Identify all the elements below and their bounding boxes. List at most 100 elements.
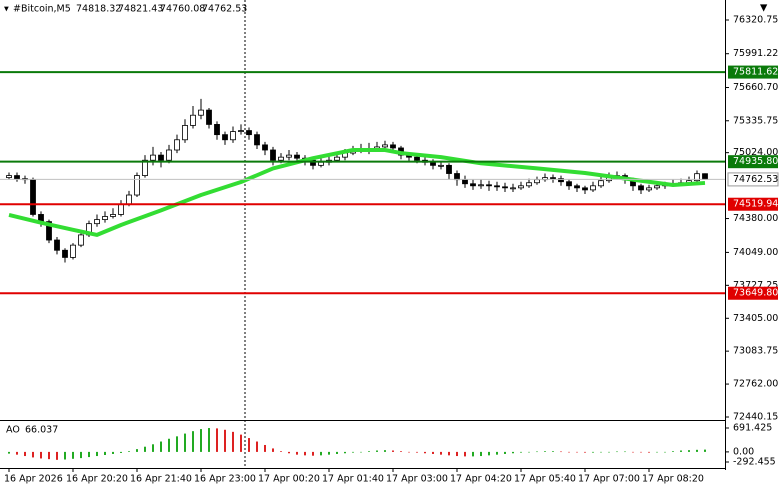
ao-bar [296, 451, 298, 455]
candle-body [494, 185, 500, 188]
ao-bar [560, 451, 562, 453]
candle-body [70, 244, 76, 258]
ao-bar [680, 450, 682, 452]
candle-body [486, 184, 492, 187]
candle-body [270, 149, 276, 161]
candle-body [134, 175, 140, 196]
ao-bar [688, 450, 690, 452]
candle-body [126, 194, 132, 205]
y-tick-label: 75024.00 [733, 147, 778, 158]
header-low: 74760.08 [160, 4, 205, 15]
ao-bar [24, 451, 26, 457]
ao-bar [536, 451, 538, 453]
ao-bar [184, 433, 186, 452]
candle-body [94, 219, 100, 225]
ao-bar [568, 451, 570, 453]
ao-bar [424, 451, 426, 454]
candle-body [158, 154, 164, 161]
candle-body [182, 125, 188, 141]
candle-body [534, 179, 540, 184]
ao-bar [704, 449, 706, 452]
candle-body [62, 249, 68, 258]
ao-bar [512, 451, 514, 454]
candle-body [550, 177, 556, 180]
y-tick-label: 75991.22 [733, 48, 778, 59]
ao-bar [640, 451, 642, 453]
candle-body [214, 124, 220, 136]
x-tick-label: 17 Apr 05:40 [514, 474, 576, 485]
symbol: #Bitcoin,M5 [13, 4, 71, 15]
candle-body [430, 161, 436, 166]
ao-bar [248, 438, 250, 452]
ao-bar [152, 444, 154, 452]
ao-tick-label: 691.425 [733, 423, 772, 434]
ao-bar [120, 451, 122, 453]
header-high: 74821.43 [118, 4, 163, 15]
level-label-box [728, 197, 778, 211]
ao-bar [504, 451, 506, 454]
ao-bar [672, 451, 674, 452]
x-tick-label: 17 Apr 04:20 [450, 474, 512, 485]
y-tick-label: 73083.75 [733, 346, 778, 357]
x-tick-label: 16 Apr 21:40 [130, 474, 192, 485]
ao-bar [32, 451, 34, 458]
ao-bar [408, 451, 410, 453]
level-label-box [728, 65, 778, 79]
ao-bar [216, 428, 218, 452]
ao-bar [632, 451, 634, 453]
ao-bar [8, 451, 10, 454]
candle-body [446, 164, 452, 174]
ao-bar [48, 451, 50, 460]
candle-body [206, 109, 212, 125]
candle-body [6, 175, 12, 179]
menu-arrow[interactable]: ▼ [760, 3, 768, 14]
y-tick-label: 75335.75 [733, 115, 778, 126]
x-tick-label: 17 Apr 07:00 [578, 474, 640, 485]
ao-bar [200, 429, 202, 452]
ao-bar [64, 451, 66, 460]
ao-bar [144, 446, 146, 452]
ao-bar [240, 434, 242, 452]
ao-bar [56, 451, 58, 460]
ao-bar [280, 451, 282, 452]
candle-body [334, 156, 340, 161]
ao-bar [312, 451, 314, 456]
x-tick-label: 17 Apr 01:40 [322, 474, 384, 485]
candle-body [14, 175, 20, 180]
candle-body [230, 131, 236, 141]
ao-bar [192, 431, 194, 452]
ao-bar [464, 451, 466, 457]
moving-average [8, 148, 706, 237]
ao-bar [232, 431, 234, 452]
ao-bar [336, 451, 338, 454]
header-arrow: ▾ [4, 4, 9, 15]
y-tick-label: 73727.25 [733, 280, 778, 291]
level-label: 74935.80 [733, 156, 778, 167]
candle-body [582, 187, 588, 191]
ao-bar [416, 451, 418, 453]
ao-bar [584, 451, 586, 453]
ao-bar [448, 451, 450, 456]
ao-bar [160, 441, 162, 452]
ao-bar [624, 451, 626, 453]
ao-bar [40, 451, 42, 459]
candle-body [54, 239, 60, 251]
candle-body [142, 159, 148, 176]
ao-bar [656, 451, 658, 453]
ao-bar [552, 451, 554, 452]
candle-body [414, 156, 420, 161]
ao-bar [472, 451, 474, 457]
level-label: 73649.80 [733, 288, 778, 299]
ao-tick-label: -292.455 [733, 457, 776, 468]
ao-bar [104, 451, 106, 456]
ao-bar [608, 451, 610, 453]
ao-bar [528, 451, 530, 453]
x-tick-label: 17 Apr 00:20 [258, 474, 320, 485]
ao-bar [368, 451, 370, 452]
candle-body [558, 178, 564, 183]
current-price-label: 74762.53 [733, 174, 778, 185]
ao-tick-label: 0.00 [733, 446, 754, 457]
ao-bar [456, 451, 458, 457]
